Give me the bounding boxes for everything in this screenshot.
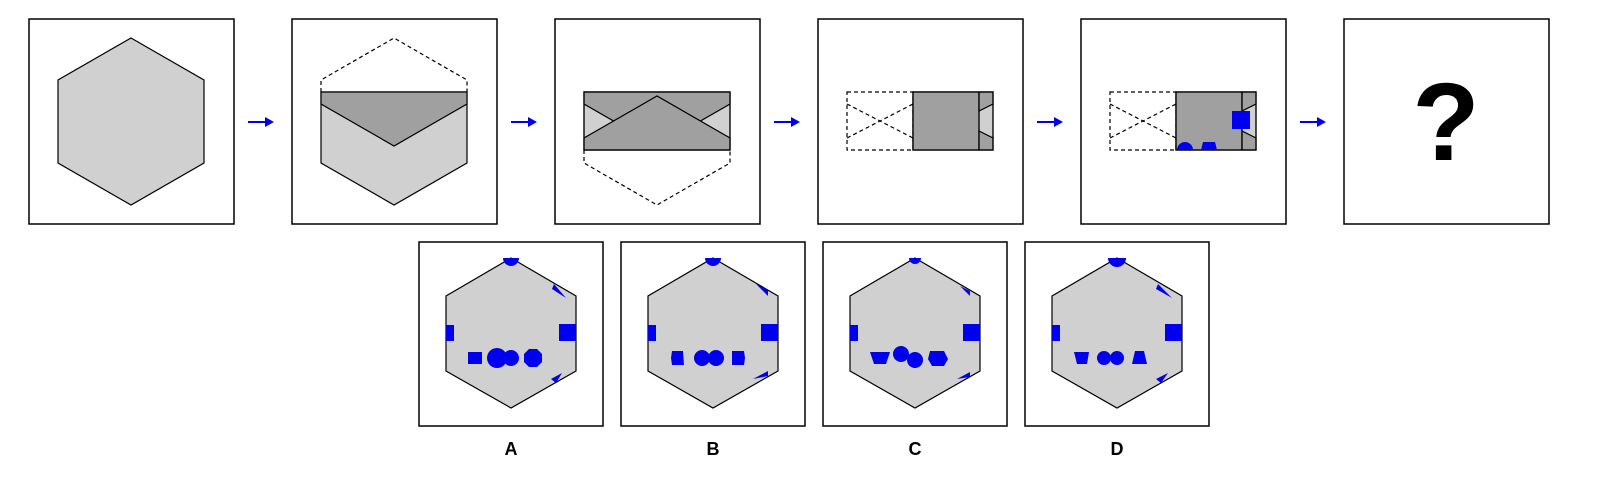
circle-lower <box>907 352 923 368</box>
left-flap <box>1175 91 1243 151</box>
upper-right-notch <box>1156 284 1172 298</box>
option-b-label: B <box>707 439 720 459</box>
left-edge-notch <box>1052 325 1060 341</box>
trapezoid-hole <box>1201 142 1217 150</box>
octagon-shape <box>524 349 542 367</box>
trapezoid-left <box>1074 352 1089 364</box>
sequence-arrow-5 <box>1300 117 1326 127</box>
unfolded-hexagon <box>445 257 577 409</box>
answer-panel: ? <box>1343 18 1550 225</box>
top-half-circle <box>1108 258 1126 267</box>
lower-right-notch <box>1156 373 1168 383</box>
large-circle <box>487 348 507 368</box>
unfolded-hexagon <box>1051 257 1183 409</box>
trapezoid-right <box>928 351 948 366</box>
sequence-arrow-4 <box>1037 117 1063 127</box>
step-4-panel <box>817 18 1024 225</box>
circle-right <box>1110 351 1124 365</box>
upper-right-notch <box>960 286 970 296</box>
sequence-arrow-1 <box>248 117 274 127</box>
rounded-square-left <box>671 351 684 365</box>
circle <box>503 350 519 366</box>
small-rect <box>468 352 482 364</box>
left-edge-notch <box>446 325 454 341</box>
option-a-label: A <box>505 439 518 459</box>
step-5-panel <box>1080 18 1287 225</box>
option-d-label: D <box>1111 439 1124 459</box>
circle-left <box>1097 351 1111 365</box>
sequence-arrow-2 <box>511 117 537 127</box>
circle-right <box>708 350 724 366</box>
lower-right-notch <box>957 372 970 379</box>
left-edge-notch <box>648 325 656 341</box>
top-half-circle <box>909 258 921 264</box>
trapezoid-left <box>870 352 890 364</box>
half-circle-hole <box>1177 142 1193 150</box>
rounded-square-right <box>732 351 745 365</box>
step-1-panel <box>28 18 235 225</box>
square-hole <box>1232 111 1250 129</box>
option-c-label: C <box>909 439 922 459</box>
top-half-circle <box>705 258 721 266</box>
upper-right-notch <box>552 284 566 298</box>
folded-outline <box>320 37 468 92</box>
upper-right-notch <box>756 284 768 296</box>
option-c[interactable] <box>822 241 1008 427</box>
question-mark: ? <box>1412 61 1479 184</box>
hexagon-paper <box>57 37 205 206</box>
folded-flap <box>320 91 468 147</box>
step-2-panel <box>291 18 498 225</box>
right-square <box>1165 324 1182 341</box>
circle-left <box>694 350 710 366</box>
trapezoid-right <box>1132 351 1147 364</box>
option-d[interactable] <box>1024 241 1210 427</box>
top-half-circle <box>503 258 519 266</box>
lower-right-notch <box>551 373 562 383</box>
option-b[interactable] <box>620 241 806 427</box>
circle-upper <box>893 346 909 362</box>
folded-outline <box>583 150 731 206</box>
right-square <box>963 324 980 341</box>
unfolded-hexagon <box>849 257 981 409</box>
unfolded-hexagon <box>647 257 779 409</box>
left-flap <box>912 91 980 151</box>
right-square <box>761 324 778 341</box>
step-3-panel <box>554 18 761 225</box>
left-edge-notch <box>850 325 858 341</box>
lower-right-notch <box>753 371 768 379</box>
right-square <box>559 324 576 341</box>
option-a[interactable] <box>418 241 604 427</box>
sequence-arrow-3 <box>774 117 800 127</box>
